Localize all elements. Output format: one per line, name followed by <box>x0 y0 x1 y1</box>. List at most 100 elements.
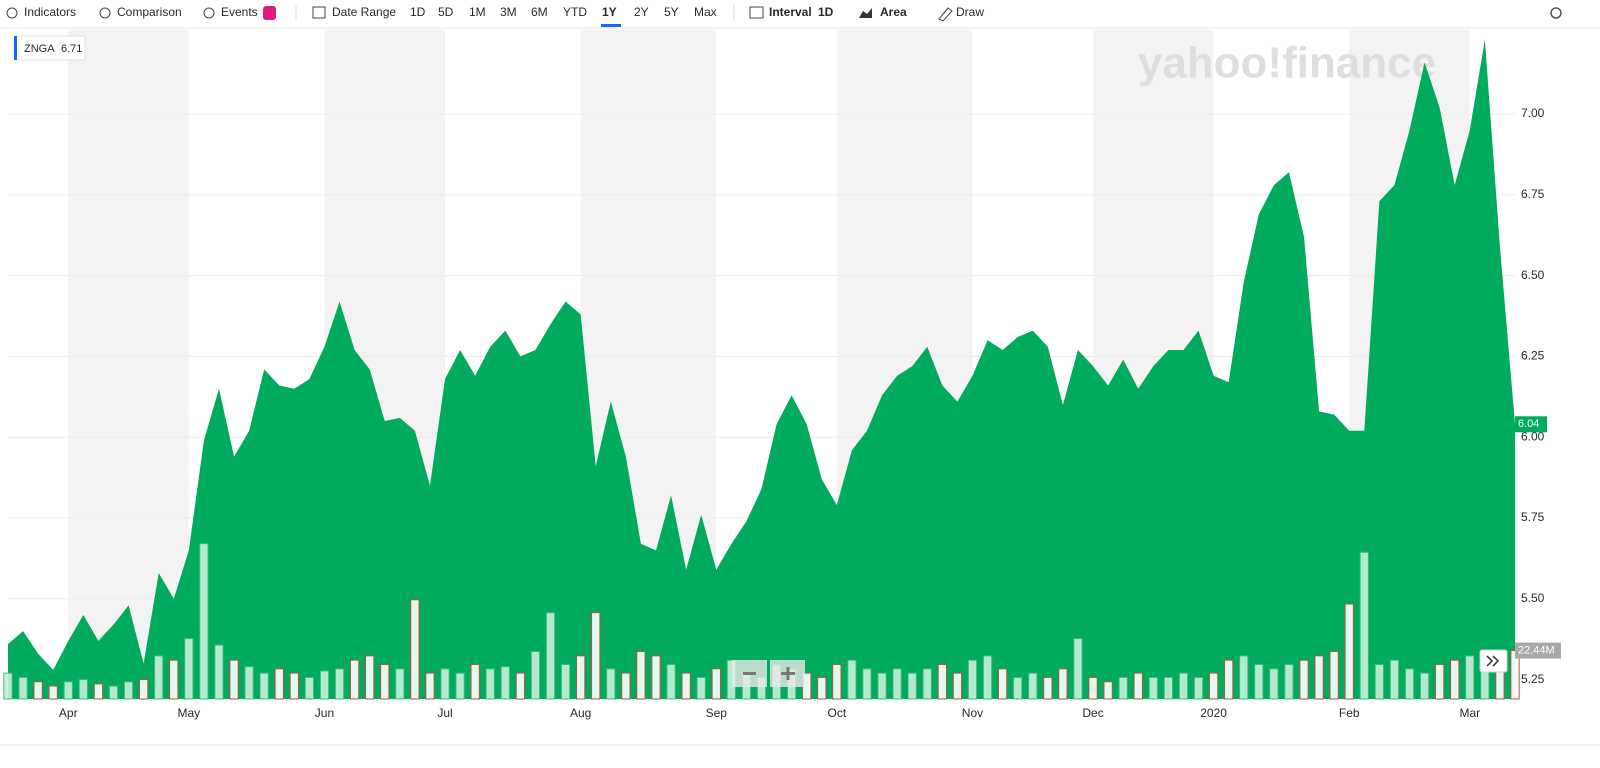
volume-bar <box>1043 676 1053 700</box>
y-tick-label: 6.50 <box>1521 268 1545 282</box>
volume-bar <box>515 672 526 700</box>
toolbar-button[interactable]: Comparison <box>117 5 182 19</box>
volume-bar <box>1058 668 1068 700</box>
volume-bar <box>214 644 224 700</box>
range-button[interactable]: 6M <box>531 5 548 19</box>
volume-bar <box>1193 676 1204 700</box>
toolbar-button[interactable]: Events <box>221 5 258 19</box>
toolbar-button[interactable]: Indicators <box>24 5 76 19</box>
volume-bar <box>1299 659 1309 700</box>
range-button[interactable]: 1D <box>410 5 426 19</box>
scroll-button[interactable] <box>1479 649 1508 673</box>
volume-bar <box>1013 676 1023 700</box>
volume-bar <box>500 666 510 700</box>
volume-bar <box>78 679 88 700</box>
plot-area: yahoo!finance 5.25 5.50 5.75 6.00 6.25 6.50 6.7… <box>3 30 1561 720</box>
volume-bar <box>455 672 465 700</box>
volume-bar <box>817 676 827 700</box>
volume-bar <box>997 668 1008 700</box>
range-button[interactable]: 1Y <box>602 5 617 19</box>
volume-bar <box>922 668 932 700</box>
volume-bar <box>1103 681 1113 700</box>
y-tick-label: 5.25 <box>1521 672 1545 686</box>
volume-bar <box>530 651 541 700</box>
volume-bar <box>154 655 164 700</box>
current-price-label: 6.04 <box>1518 418 1539 430</box>
volume-bar <box>666 663 676 700</box>
volume-bar <box>1314 655 1324 700</box>
volume-bar <box>560 663 571 700</box>
volume-bar <box>1163 676 1174 700</box>
volume-bar <box>440 668 450 700</box>
range-button[interactable]: 5D <box>438 5 454 19</box>
volume-bar <box>832 663 842 700</box>
x-tick-label: 2020 <box>1200 706 1227 720</box>
volume-bar <box>1329 651 1339 700</box>
volume-bar <box>892 668 902 700</box>
zoom-out-glyph <box>743 672 756 675</box>
range-button[interactable]: 5Y <box>664 5 679 19</box>
price-area <box>8 39 1515 699</box>
volume-bar <box>696 676 706 700</box>
range-button[interactable]: 1M <box>469 5 486 19</box>
premium-badge <box>263 6 276 20</box>
range-button[interactable]: 2Y <box>634 5 649 19</box>
volume-bar <box>1419 672 1430 700</box>
date-range-button[interactable]: Date Range <box>332 5 396 19</box>
range-button[interactable]: Max <box>694 5 717 19</box>
x-tick-label: Dec <box>1082 706 1103 720</box>
volume-bar <box>304 676 315 700</box>
volume-bar <box>138 679 149 700</box>
volume-bar <box>395 668 405 700</box>
volume-bar <box>1374 663 1385 700</box>
volume-bar <box>1495 668 1505 700</box>
volume-bar <box>545 612 556 700</box>
volume-bar <box>1224 659 1234 700</box>
volume-label-box <box>1515 642 1561 659</box>
volume-bar <box>1118 676 1128 700</box>
volume-bar <box>319 670 330 700</box>
x-tick-label: Oct <box>828 706 847 720</box>
volume-bar <box>591 612 601 700</box>
x-tick-label: Nov <box>962 706 983 720</box>
range-button[interactable]: YTD <box>563 5 587 19</box>
volume-bar <box>1028 672 1038 700</box>
legend-marker <box>14 36 17 60</box>
volume-bar <box>169 659 179 700</box>
y-tick-label: 5.50 <box>1521 591 1545 605</box>
calendar-icon <box>312 6 326 19</box>
volume-bar <box>1239 655 1249 700</box>
x-tick-label: Mar <box>1459 706 1480 720</box>
settings-icon[interactable] <box>1550 7 1562 19</box>
volume-bar <box>365 655 375 700</box>
x-tick-label: Jun <box>315 706 334 720</box>
volume-bar <box>877 672 887 700</box>
draw-button[interactable]: Draw <box>956 5 984 19</box>
volume-bar <box>1435 663 1445 700</box>
volume-bar <box>1133 672 1143 700</box>
volume-bar <box>425 672 435 700</box>
volume-bar <box>907 672 917 700</box>
volume-bar <box>1073 638 1083 700</box>
volume-bar <box>681 672 691 700</box>
volume-bar <box>334 668 345 700</box>
volume-bar <box>937 663 947 700</box>
volume-bar <box>651 655 661 700</box>
scroll-glyph <box>1486 655 1500 667</box>
volume-bar <box>289 672 299 700</box>
button-icon <box>6 7 18 19</box>
zoom-in-glyph <box>781 667 795 680</box>
range-button[interactable]: 3M <box>500 5 517 19</box>
x-tick-label: Feb <box>1339 706 1360 720</box>
volume-bar <box>48 685 58 700</box>
button-icon <box>203 7 215 19</box>
volume-bar <box>3 672 13 700</box>
current-volume-label: 22.44M <box>1518 644 1555 656</box>
chart-style-button[interactable]: Area <box>880 5 907 19</box>
interval-value[interactable]: 1D <box>818 5 834 19</box>
y-tick-label: 6.25 <box>1521 349 1545 363</box>
interval-button[interactable]: Interval <box>769 5 812 19</box>
volume-bar <box>274 668 284 700</box>
y-tick-label: 6.00 <box>1521 429 1545 443</box>
